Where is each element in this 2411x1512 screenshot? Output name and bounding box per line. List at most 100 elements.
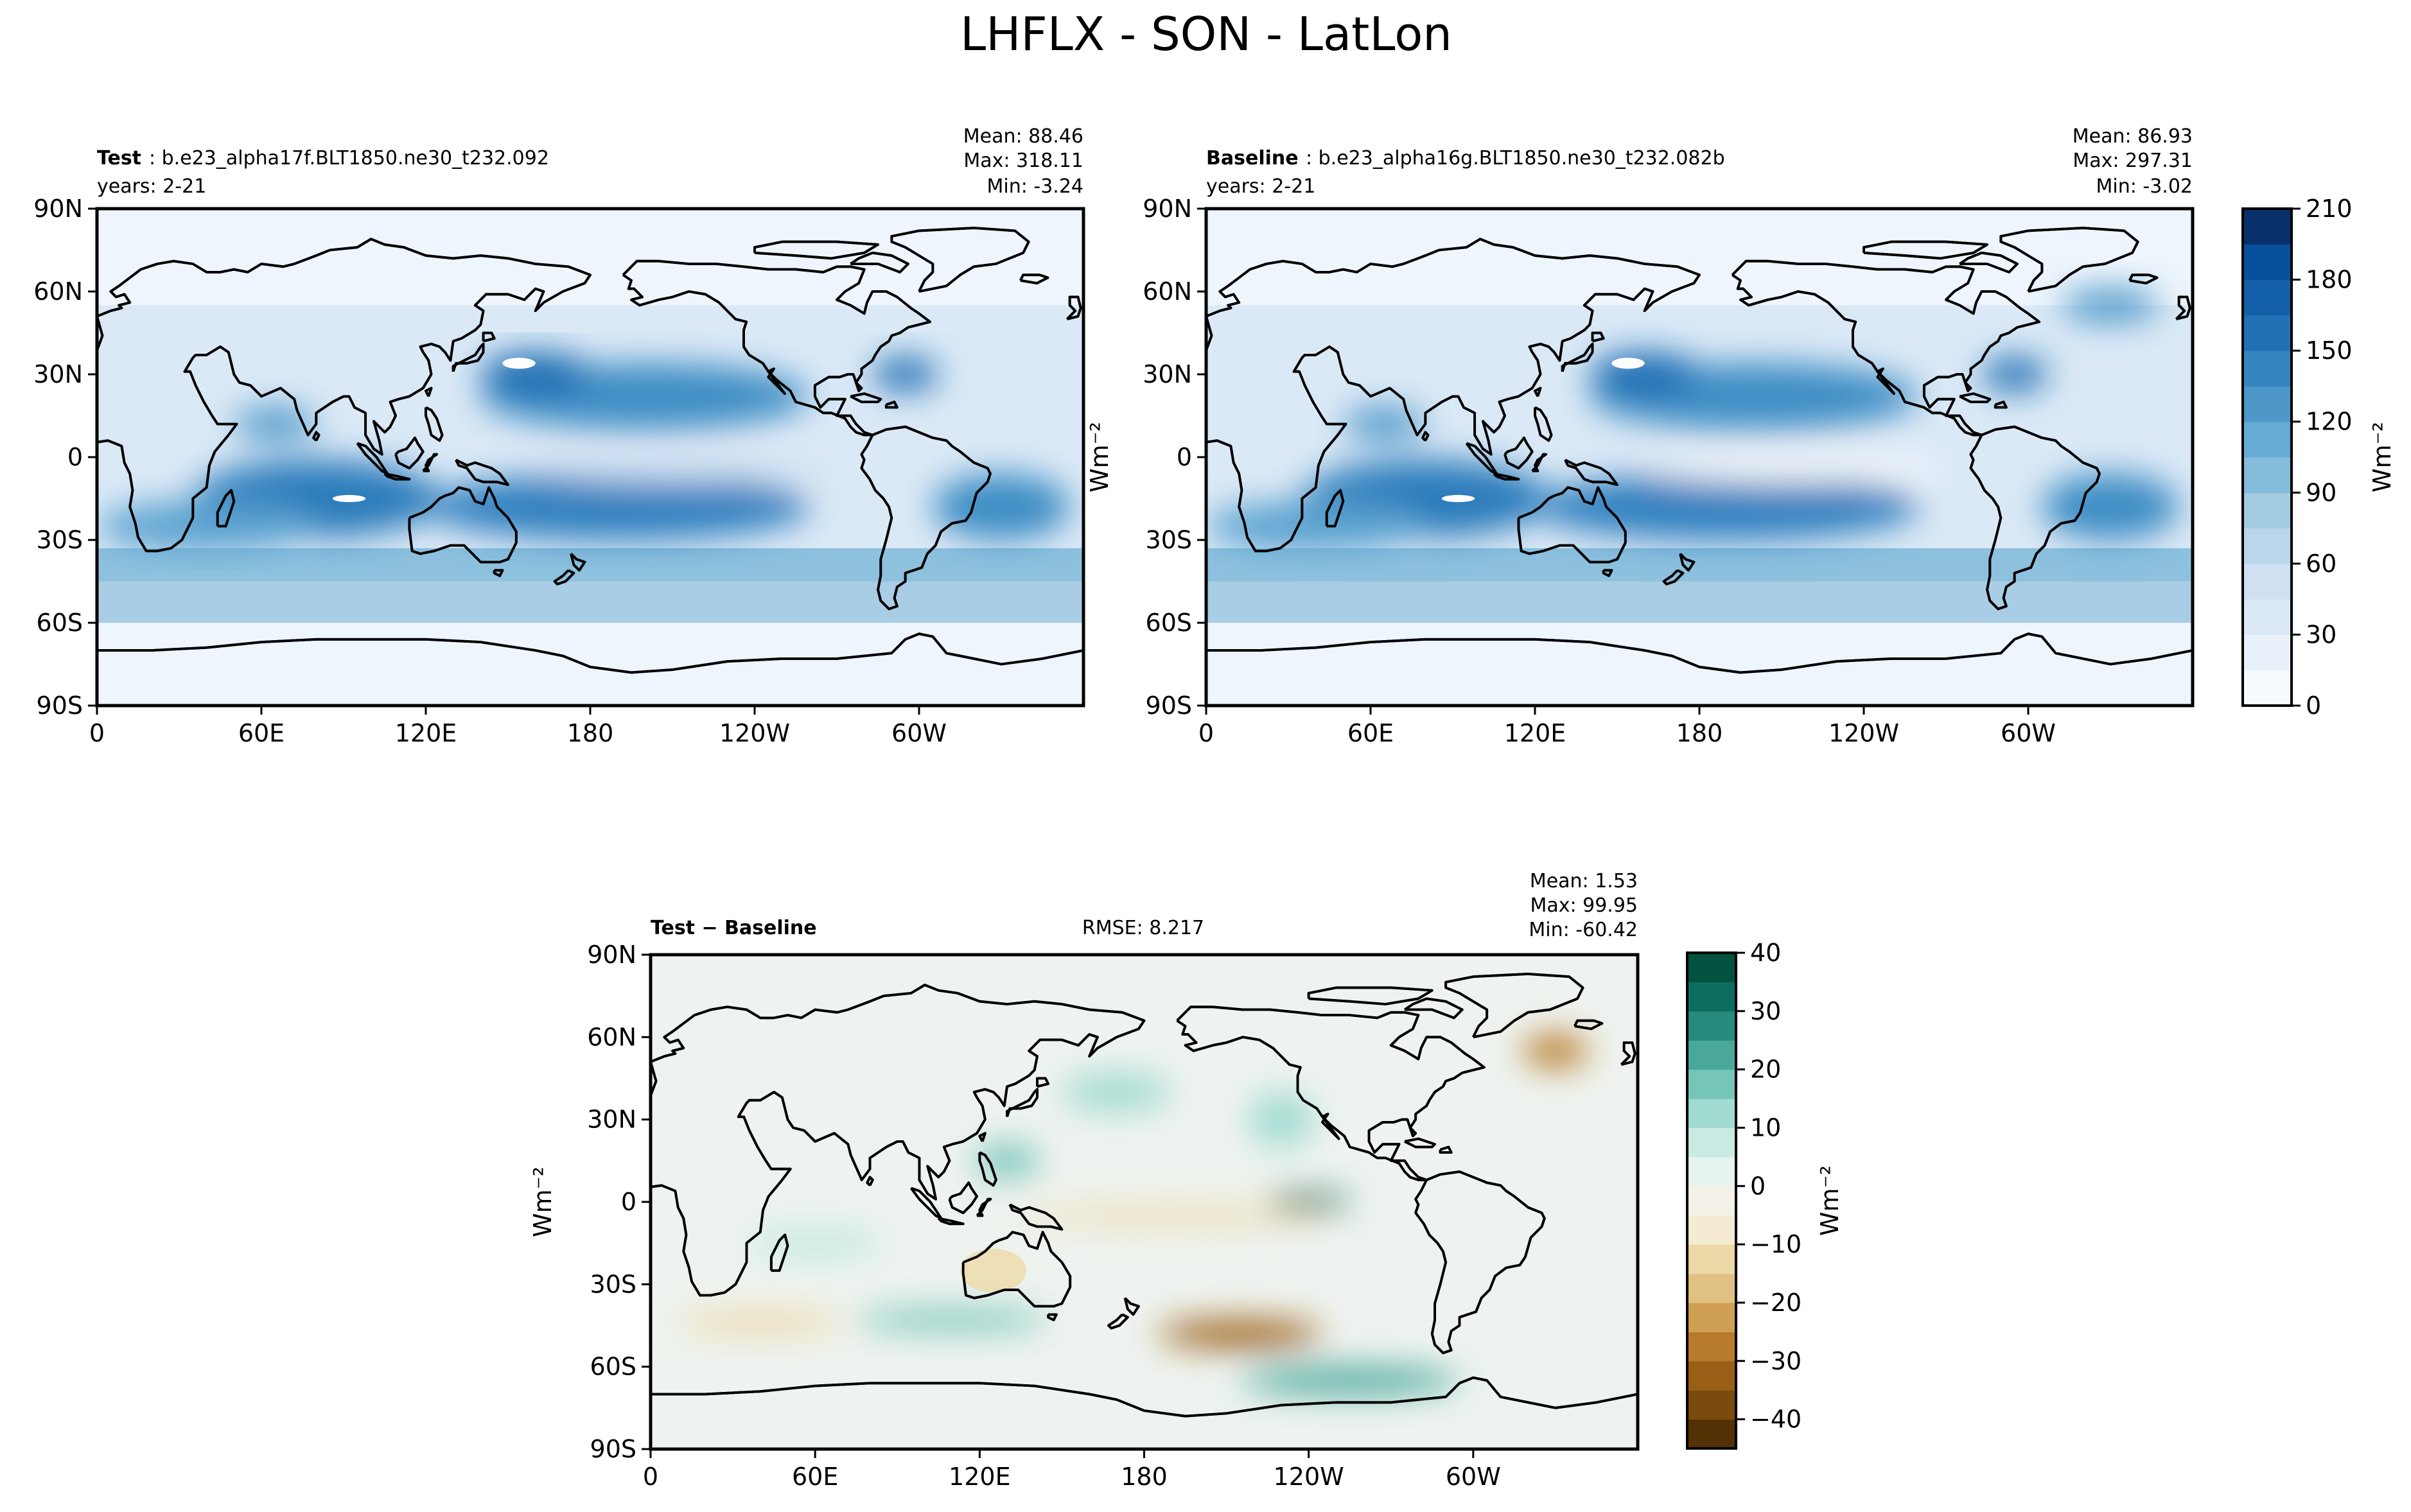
test-xtick-label: 0 — [89, 719, 105, 747]
colorbar-diff-color-block — [1687, 1099, 1736, 1129]
diff-stat-min: Min: -60.42 — [1529, 919, 1638, 941]
colorbar-main-color-block — [2243, 492, 2292, 529]
colorbar-main-tick-label: 30 — [2306, 620, 2336, 648]
baseline-map — [1206, 209, 2193, 706]
colorbar-diff-frame — [1686, 952, 1737, 1450]
test-stat-mean: Mean: 88.46 — [963, 125, 1083, 148]
test-stat-min: Min: -3.24 — [987, 175, 1084, 198]
colorbar-diff-color-block — [1687, 1069, 1736, 1099]
colorbar-diff: −40 −30 −20 −10 0 10 20 30 40 Wm⁻² — [1686, 939, 1844, 1450]
colorbar-main: 0 30 60 90 120 150 180 210 Wm⁻² — [2241, 195, 2396, 720]
colorbar-main-color-block — [2243, 315, 2292, 351]
baseline-ytick-label: 90N — [1143, 195, 1192, 223]
colorbar-diff-color-block — [1687, 1419, 1736, 1449]
diff-label-bold: Test − Baseline — [651, 917, 817, 939]
test-label-bold: Test — [97, 147, 141, 169]
colorbar-diff-tick-label: 10 — [1750, 1113, 1781, 1142]
diff-xtick-label: 180 — [1121, 1463, 1168, 1491]
test-xtick-label: 60E — [238, 719, 285, 747]
diff-rmse: RMSE: 8.217 — [1082, 917, 1204, 939]
panel-test: Test : b.e23_alpha17f.BLT1850.ne30_t232.… — [95, 125, 1085, 708]
colorbar-diff-color-block — [1687, 1040, 1736, 1070]
baseline-ytick-label: 60N — [1143, 277, 1192, 306]
test-ytick-label: 30N — [33, 360, 83, 388]
diff-xtick-label: 60W — [1446, 1463, 1501, 1491]
baseline-stat-max: Max: 297.31 — [2073, 150, 2193, 172]
baseline-ytick-label: 90S — [1146, 691, 1192, 720]
colorbar-main-frame — [2241, 207, 2293, 707]
colorbar-diff-label: Wm⁻² — [1816, 1165, 1844, 1236]
baseline-label-rest: : b.e23_alpha16g.BLT1850.ne30_t232.082b — [1306, 147, 1725, 169]
baseline-stat-mean: Mean: 86.93 — [2073, 125, 2193, 148]
test-label-rest: : b.e23_alpha17f.BLT1850.ne30_t232.092 — [149, 147, 549, 169]
baseline-ytick-label: 30S — [1146, 526, 1192, 554]
baseline-xtick-label: 0 — [1198, 719, 1214, 747]
colorbar-diff-tick-label: −20 — [1750, 1289, 1802, 1317]
test-ytick-label: 30S — [37, 526, 83, 554]
colorbar-main-color-block — [2243, 670, 2292, 706]
colorbar-diff-color-block — [1687, 1302, 1736, 1332]
colorbar-main-color-block — [2243, 244, 2292, 281]
baseline-ytick-label: 0 — [1177, 443, 1192, 471]
colorbar-main-tick-label: 90 — [2306, 478, 2336, 507]
colorbar-main-color-block — [2243, 528, 2292, 564]
colorbar-main-tick-label: 210 — [2306, 195, 2353, 223]
test-xtick-label: 120E — [395, 719, 457, 747]
baseline-xtick-label: 120W — [1828, 719, 1899, 747]
colorbar-main-tick-label: 120 — [2306, 408, 2353, 436]
diff-ytick-label: 60S — [590, 1353, 636, 1381]
colorbar-diff-color-block — [1687, 982, 1736, 1012]
colorbar-diff-color-block — [1687, 1332, 1736, 1362]
test-ytick-label: 0 — [67, 443, 83, 471]
colorbar-diff-color-block — [1687, 1186, 1736, 1216]
diff-ytick-label: 90N — [587, 941, 636, 969]
colorbar-main-tick-label: 60 — [2306, 550, 2336, 578]
colorbar-main-color-block — [2243, 209, 2292, 245]
test-ytick-label: 90N — [33, 195, 83, 223]
colorbar-diff-tick-label: 30 — [1750, 997, 1781, 1025]
colorbar-main-color-block — [2243, 421, 2292, 458]
colorbar-diff-tick-label: −10 — [1750, 1230, 1802, 1258]
diff-ytick-label: 90S — [590, 1435, 636, 1463]
colorbar-diff-tick-label: −30 — [1750, 1347, 1802, 1375]
diff-ytick-label: 0 — [621, 1188, 636, 1216]
baseline-xtick-label: 60W — [2001, 719, 2056, 747]
colorbar-main-color-block — [2243, 563, 2292, 600]
test-years: years: 2-21 — [97, 175, 206, 198]
colorbar-main-color-block — [2243, 351, 2292, 387]
baseline-years: years: 2-21 — [1206, 175, 1315, 198]
panel-baseline: Baseline : b.e23_alpha16g.BLT1850.ne30_t… — [1085, 125, 2195, 708]
baseline-xtick-label: 120E — [1504, 719, 1566, 747]
colorbar-main-color-block — [2243, 599, 2292, 636]
colorbar-diff-color-block — [1687, 1273, 1736, 1303]
colorbar-diff-color-block — [1687, 1390, 1736, 1420]
colorbar-main-tick-label: 0 — [2306, 691, 2321, 720]
test-ytick-label: 60N — [33, 277, 83, 306]
colorbar-diff-color-block — [1687, 953, 1736, 983]
diff-ytick-label: 30S — [590, 1270, 636, 1298]
colorbar-diff-tick-label: 0 — [1750, 1172, 1766, 1200]
colorbar-main-tick-label: 150 — [2306, 336, 2353, 365]
colorbar-diff-tick-label: 40 — [1750, 939, 1781, 967]
baseline-label-bold: Baseline — [1206, 147, 1299, 169]
colorbar-main-color-block — [2243, 457, 2292, 493]
baseline-ytick-label: 60S — [1146, 609, 1192, 637]
colorbar-main-tick-label: 180 — [2306, 266, 2353, 294]
diff-xtick-label: 120W — [1274, 1463, 1344, 1491]
baseline-xtick-label: 60E — [1347, 719, 1394, 747]
colorbar-diff-color-block — [1687, 1244, 1736, 1274]
colorbar-diff-tick-label: −40 — [1750, 1405, 1802, 1434]
diff-stat-mean: Mean: 1.53 — [1530, 870, 1638, 892]
baseline-xtick-label: 180 — [1676, 719, 1723, 747]
colorbar-main-color-block — [2243, 279, 2292, 316]
diff-ytick-label: 60N — [587, 1023, 636, 1051]
colorbar-diff-tick-label: 20 — [1750, 1056, 1781, 1084]
baseline-ylabel: Wm⁻² — [1085, 422, 1114, 492]
diff-ylabel: Wm⁻² — [529, 1167, 557, 1237]
diff-ytick-label: 30N — [587, 1106, 636, 1134]
colorbar-diff-color-block — [1687, 1156, 1736, 1186]
colorbar-diff-color-block — [1687, 1127, 1736, 1158]
colorbar-diff-color-block — [1687, 1360, 1736, 1391]
test-stat-max: Max: 318.11 — [963, 150, 1083, 172]
test-xtick-label: 60W — [891, 719, 947, 747]
